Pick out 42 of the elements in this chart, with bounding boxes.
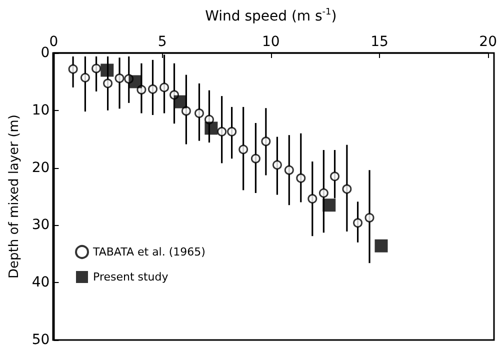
y-tick-label: 30 bbox=[32, 217, 50, 234]
x-tick-label: 20 bbox=[479, 34, 498, 50]
point bbox=[250, 154, 260, 164]
y-tick-label: 0 bbox=[40, 45, 50, 61]
point bbox=[181, 106, 191, 116]
point bbox=[272, 160, 282, 170]
point bbox=[342, 184, 352, 194]
point bbox=[204, 122, 218, 135]
y-axis-title: Depth of mixed layer (m) bbox=[7, 114, 22, 278]
point bbox=[100, 64, 114, 77]
x-tick-label: 10 bbox=[262, 34, 280, 50]
point bbox=[114, 74, 124, 84]
y-tick-label: 20 bbox=[32, 160, 50, 176]
legend-label: Present study bbox=[93, 270, 169, 284]
point bbox=[80, 72, 90, 82]
point bbox=[68, 64, 78, 74]
point bbox=[296, 173, 306, 183]
point bbox=[284, 165, 294, 175]
x-tick-label: 15 bbox=[370, 34, 388, 50]
point bbox=[217, 126, 227, 136]
point bbox=[330, 172, 340, 182]
y-tick-label: 10 bbox=[32, 102, 50, 118]
y-tick-label: 40 bbox=[32, 274, 50, 291]
point bbox=[194, 108, 204, 118]
point bbox=[227, 126, 237, 136]
x-tick-label: 5 bbox=[158, 34, 167, 50]
point bbox=[353, 218, 363, 228]
point bbox=[103, 78, 113, 88]
point bbox=[374, 239, 388, 252]
point bbox=[92, 64, 102, 74]
point bbox=[364, 212, 374, 222]
point bbox=[174, 95, 187, 108]
point bbox=[318, 188, 328, 198]
point bbox=[128, 75, 142, 88]
legend-label: TABATA et al. (1965) bbox=[92, 246, 206, 258]
point bbox=[238, 144, 248, 154]
point bbox=[308, 194, 318, 204]
point bbox=[148, 84, 158, 94]
y-tick-label: 50 bbox=[32, 332, 50, 348]
point bbox=[322, 198, 336, 212]
point bbox=[160, 82, 170, 92]
point bbox=[261, 136, 271, 146]
